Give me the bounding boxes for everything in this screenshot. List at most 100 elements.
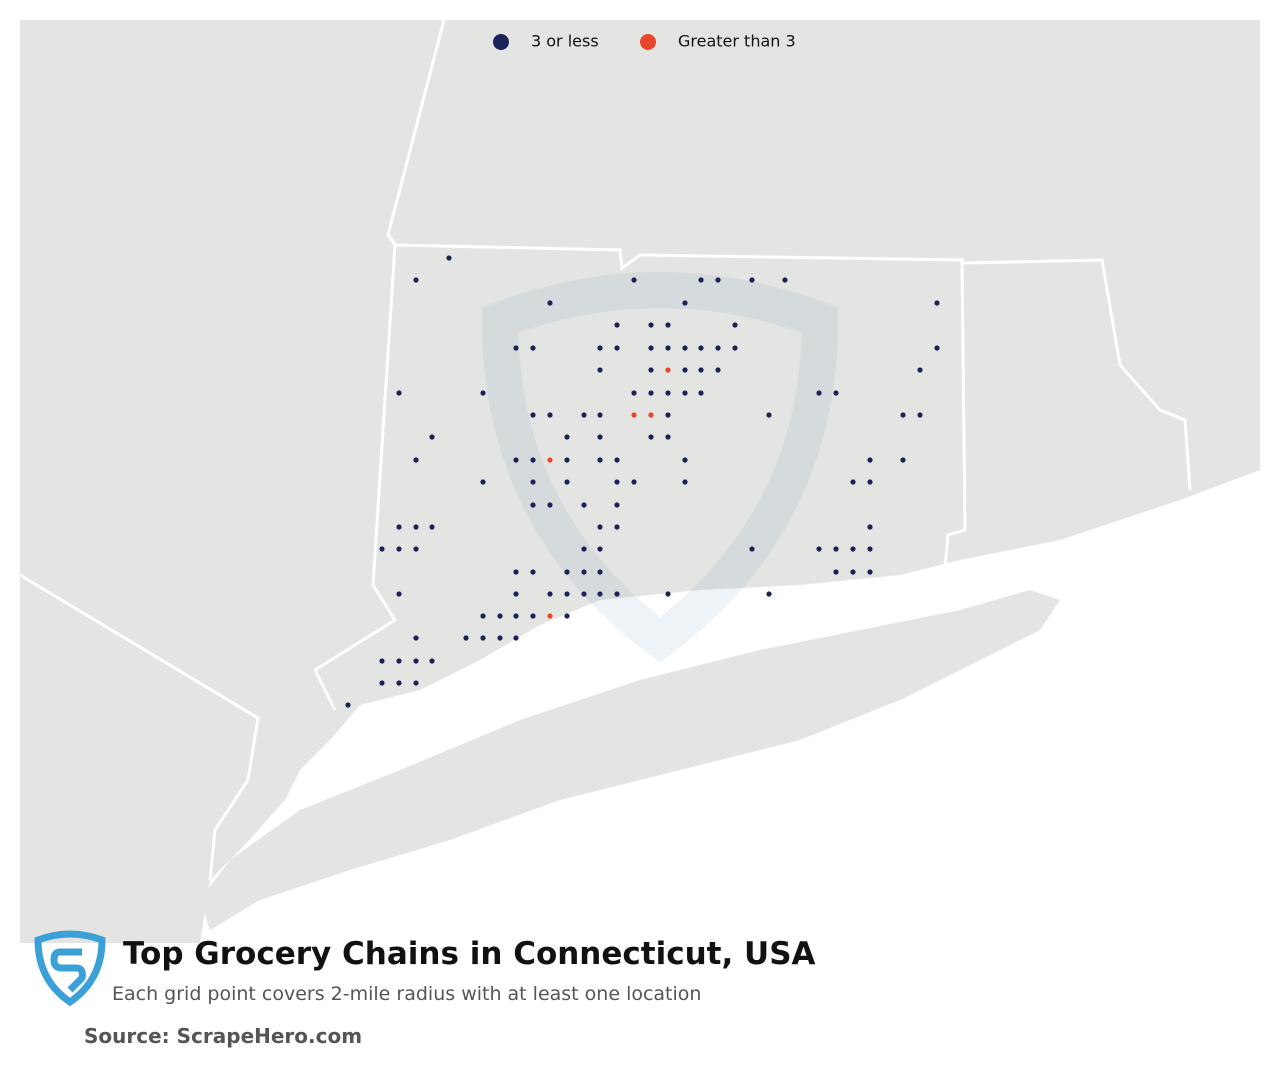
grid-point	[614, 524, 620, 530]
subtitle: Each grid point covers 2-mile radius wit…	[112, 983, 702, 1005]
grid-point	[867, 546, 873, 552]
grid-point	[597, 345, 603, 351]
grid-point	[631, 479, 637, 485]
grid-point	[597, 524, 603, 530]
grid-point	[564, 613, 570, 619]
grid-point	[396, 546, 402, 552]
grid-point	[614, 479, 620, 485]
grid-point	[614, 591, 620, 597]
grid-point	[867, 569, 873, 575]
grid-point	[833, 390, 839, 396]
grid-point	[631, 390, 637, 396]
grid-point	[614, 502, 620, 508]
grid-point	[614, 345, 620, 351]
grid-point	[513, 613, 519, 619]
grid-point	[833, 546, 839, 552]
grid-point	[413, 680, 419, 686]
grid-point	[665, 322, 671, 328]
grid-point	[682, 457, 688, 463]
grid-point	[547, 457, 553, 463]
grid-point	[648, 367, 654, 373]
grid-point	[530, 613, 536, 619]
grid-point	[782, 277, 788, 283]
grid-point	[648, 345, 654, 351]
grid-point	[564, 479, 570, 485]
grid-point	[682, 367, 688, 373]
grid-point	[682, 345, 688, 351]
grid-point	[900, 457, 906, 463]
grid-point	[833, 569, 839, 575]
grid-point	[698, 345, 704, 351]
grid-point	[934, 345, 940, 351]
grid-point	[665, 591, 671, 597]
grid-point	[413, 277, 419, 283]
grid-point	[597, 546, 603, 552]
grid-point	[446, 255, 452, 261]
grid-point	[648, 322, 654, 328]
watermark	[481, 272, 839, 663]
grid-point	[513, 345, 519, 351]
grid-point	[547, 502, 553, 508]
grid-point	[867, 524, 873, 530]
grid-point	[816, 390, 822, 396]
grid-point	[581, 569, 587, 575]
grid-point	[597, 569, 603, 575]
grid-point	[379, 680, 385, 686]
grid-point	[867, 479, 873, 485]
grid-point	[732, 345, 738, 351]
grid-point	[715, 345, 721, 351]
grid-point	[429, 434, 435, 440]
grid-point	[698, 277, 704, 283]
grid-point	[665, 345, 671, 351]
grid-point	[429, 658, 435, 664]
grid-point	[917, 367, 923, 373]
grid-point	[564, 457, 570, 463]
grid-point	[581, 412, 587, 418]
grid-point	[850, 569, 856, 575]
grid-point	[413, 658, 419, 664]
grid-point	[816, 546, 822, 552]
grid-point	[396, 390, 402, 396]
grid-point	[547, 613, 553, 619]
grid-point	[530, 457, 536, 463]
grid-point	[513, 457, 519, 463]
grid-point	[396, 591, 402, 597]
grid-point	[413, 457, 419, 463]
grid-point	[480, 479, 486, 485]
grid-point	[682, 300, 688, 306]
grid-point	[597, 367, 603, 373]
grid-point	[597, 412, 603, 418]
legend-label: 3 or less	[531, 32, 599, 51]
grid-point	[766, 591, 772, 597]
grid-point	[934, 300, 940, 306]
grid-point	[564, 591, 570, 597]
grid-point	[597, 457, 603, 463]
grid-point	[396, 658, 402, 664]
grid-point	[530, 502, 536, 508]
grid-point	[396, 680, 402, 686]
grid-point	[547, 300, 553, 306]
grid-point	[429, 524, 435, 530]
grid-point	[530, 479, 536, 485]
source: Source: ScrapeHero.com	[84, 1024, 363, 1048]
map: 3 or less Greater than 3	[19, 19, 1260, 943]
grid-point	[648, 390, 654, 396]
grid-point	[413, 546, 419, 552]
grid-point	[581, 502, 587, 508]
grid-point	[581, 546, 587, 552]
grid-point	[379, 658, 385, 664]
grid-point	[564, 569, 570, 575]
grid-point	[547, 591, 553, 597]
long-island	[200, 590, 1060, 930]
legend-marker	[640, 34, 656, 50]
grid-point	[715, 367, 721, 373]
title: Top Grocery Chains in Connecticut, USA	[123, 936, 816, 972]
grid-point	[698, 367, 704, 373]
grid-point	[497, 613, 503, 619]
grid-point	[564, 434, 570, 440]
grid-point	[665, 367, 671, 373]
grid-point	[530, 412, 536, 418]
logo	[34, 930, 106, 1007]
grid-point	[513, 569, 519, 575]
